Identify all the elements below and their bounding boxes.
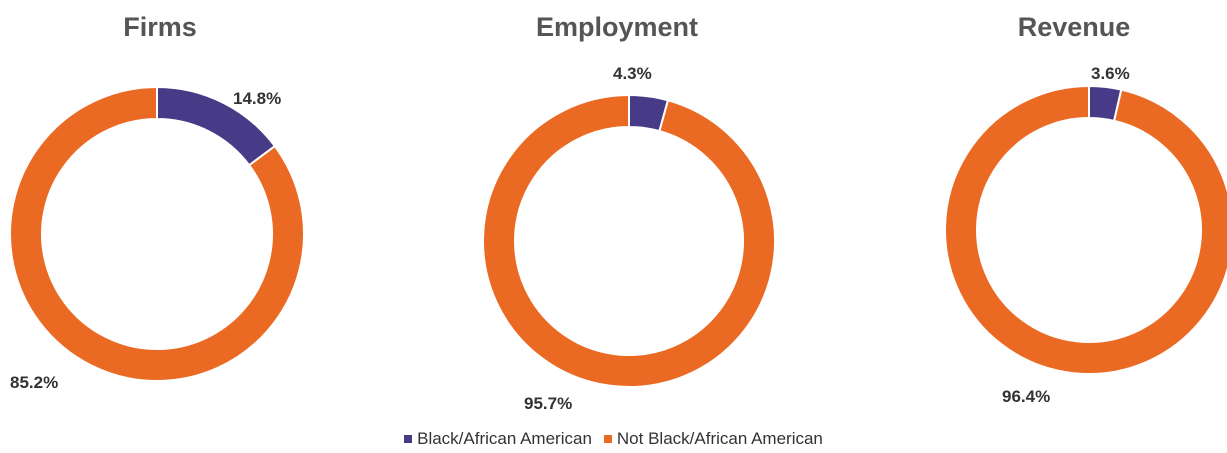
data-label-firms-not-black: 85.2% bbox=[10, 373, 58, 392]
donut-chart-employment: Employment 4.3% 95.7% bbox=[482, 12, 777, 413]
legend-swatch-not-black bbox=[603, 435, 612, 443]
donut-chart-revenue: Revenue 3.6% 96.4% bbox=[944, 12, 1227, 406]
slice-revenue-not-black bbox=[944, 84, 1227, 375]
chart-legend: Black/African American Not Black/African… bbox=[0, 426, 1227, 452]
chart-title-employment: Employment bbox=[536, 12, 698, 42]
legend-item-black: Black/African American bbox=[404, 429, 592, 449]
chart-title-firms: Firms bbox=[123, 12, 197, 42]
slice-firms-not-black bbox=[9, 85, 305, 382]
slice-employment-not-black bbox=[482, 93, 777, 388]
data-label-employment-not-black: 95.7% bbox=[524, 394, 572, 413]
data-label-employment-black: 4.3% bbox=[613, 64, 652, 83]
data-label-revenue-black: 3.6% bbox=[1091, 64, 1130, 83]
data-label-revenue-not-black: 96.4% bbox=[1002, 387, 1050, 406]
legend-swatch-black bbox=[404, 435, 413, 443]
legend-item-not-black: Not Black/African American bbox=[603, 429, 823, 449]
donut-chart-firms: Firms 14.8% 85.2% bbox=[9, 12, 305, 392]
data-label-firms-black: 14.8% bbox=[233, 89, 281, 108]
chart-title-revenue: Revenue bbox=[1018, 12, 1131, 42]
legend-label-not-black: Not Black/African American bbox=[616, 429, 823, 448]
legend-label-black: Black/African American bbox=[417, 429, 592, 448]
